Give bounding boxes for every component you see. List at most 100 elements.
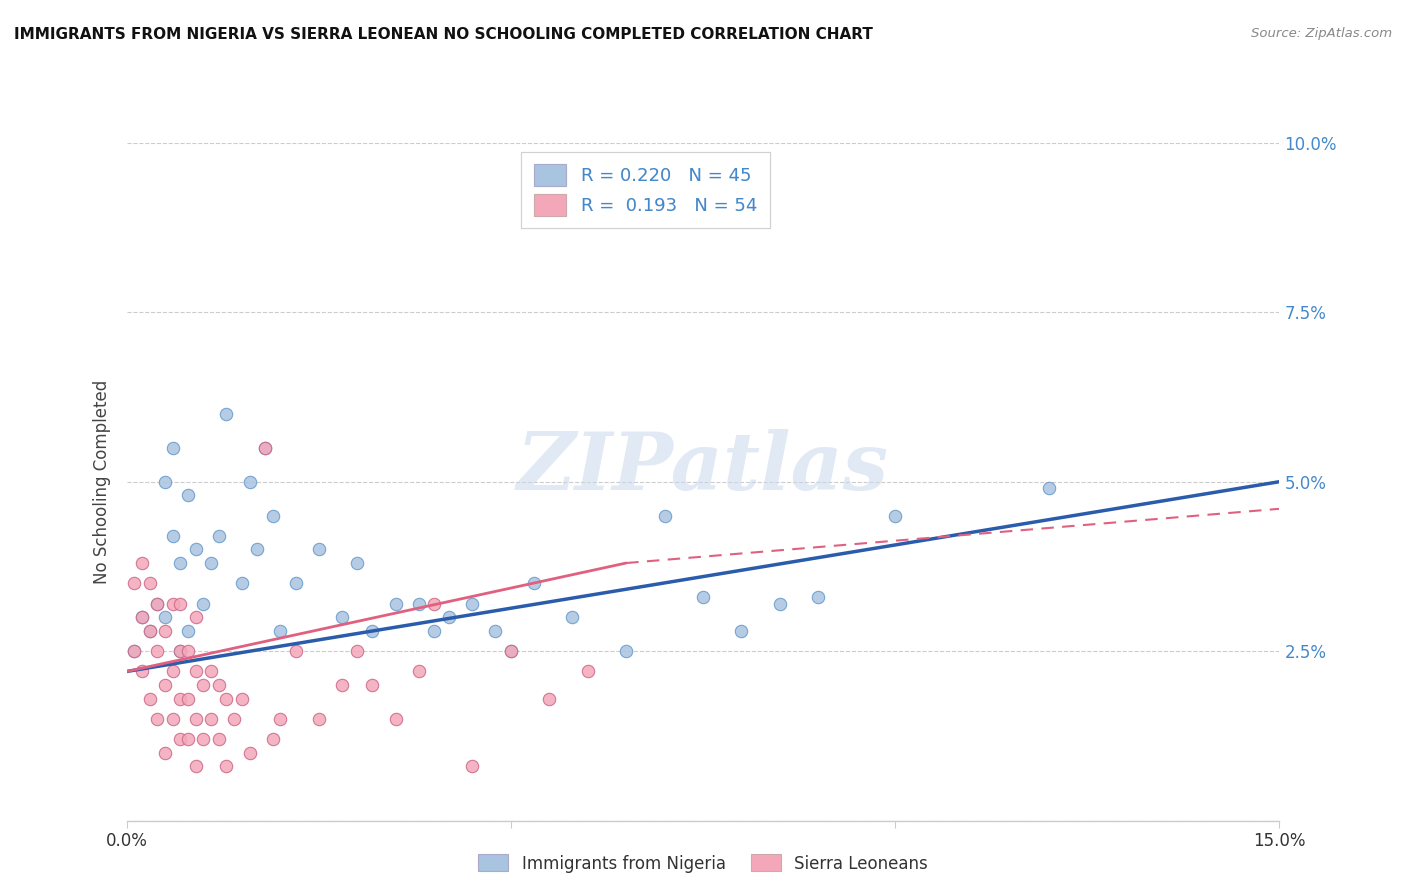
Point [484,624,506,638]
Point [169,597,191,611]
Point [153,475,176,489]
Point [177,624,200,638]
Point [384,712,406,726]
Point [208,678,231,692]
Point [538,691,561,706]
Point [146,644,169,658]
Point [138,576,160,591]
Point [346,556,368,570]
Text: ZIPatlas: ZIPatlas [517,429,889,507]
Point [238,746,260,760]
Point [361,624,384,638]
Point [253,441,276,455]
Point [408,665,430,679]
Point [122,644,145,658]
Point [138,624,160,638]
Point [153,746,176,760]
Point [269,712,291,726]
Point [499,644,522,658]
Point [884,508,907,523]
Point [224,712,246,726]
Point [184,759,207,773]
Point [177,644,200,658]
Point [361,678,384,692]
Point [122,644,145,658]
Legend: R = 0.220   N = 45, R =  0.193   N = 54: R = 0.220 N = 45, R = 0.193 N = 54 [522,152,769,228]
Point [215,691,238,706]
Point [200,712,222,726]
Point [253,441,276,455]
Point [184,610,207,624]
Point [131,610,153,624]
Point [262,508,284,523]
Point [730,624,752,638]
Y-axis label: No Schooling Completed: No Schooling Completed [93,380,111,583]
Point [153,624,176,638]
Point [231,576,253,591]
Point [208,732,231,747]
Point [146,712,169,726]
Point [692,590,714,604]
Point [807,590,830,604]
Point [439,610,461,624]
Point [215,759,238,773]
Point [308,542,330,557]
Point [346,644,368,658]
Point [169,644,191,658]
Point [231,691,253,706]
Point [138,624,160,638]
Point [169,644,191,658]
Point [162,441,184,455]
Point [169,732,191,747]
Point [408,597,430,611]
Point [184,542,207,557]
Point [131,665,153,679]
Point [461,597,484,611]
Point [153,610,176,624]
Point [499,644,522,658]
Point [193,732,215,747]
Point [184,712,207,726]
Point [177,488,200,502]
Point [330,610,353,624]
Point [576,665,599,679]
Point [614,644,637,658]
Point [262,732,284,747]
Point [423,597,446,611]
Point [169,691,191,706]
Point [461,759,484,773]
Point [177,732,200,747]
Point [384,597,406,611]
Point [284,644,307,658]
Point [169,556,191,570]
Point [238,475,260,489]
Point [215,407,238,421]
Point [200,556,222,570]
Point [184,665,207,679]
Text: Source: ZipAtlas.com: Source: ZipAtlas.com [1251,27,1392,40]
Point [654,508,676,523]
Point [193,597,215,611]
Point [269,624,291,638]
Point [162,665,184,679]
Point [146,597,169,611]
Point [284,576,307,591]
Point [246,542,269,557]
Point [131,556,153,570]
Point [146,597,169,611]
Point [423,624,446,638]
Text: IMMIGRANTS FROM NIGERIA VS SIERRA LEONEAN NO SCHOOLING COMPLETED CORRELATION CHA: IMMIGRANTS FROM NIGERIA VS SIERRA LEONEA… [14,27,873,42]
Point [122,576,145,591]
Point [330,678,353,692]
Point [162,597,184,611]
Point [561,610,583,624]
Point [138,691,160,706]
Point [308,712,330,726]
Point [177,691,200,706]
Point [131,610,153,624]
Point [523,576,546,591]
Point [1038,482,1060,496]
Point [153,678,176,692]
Point [769,597,792,611]
Point [200,665,222,679]
